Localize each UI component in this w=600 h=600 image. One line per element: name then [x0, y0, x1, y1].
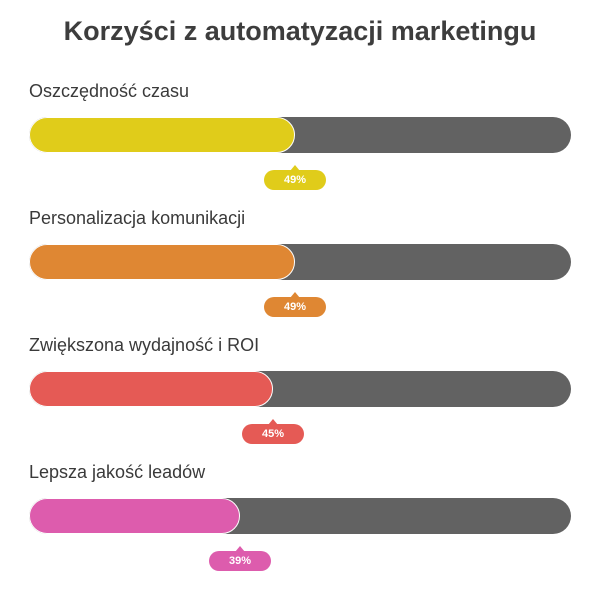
- bar-fill: [29, 117, 295, 153]
- metric-row: Zwiększona wydajność i ROI 45%: [0, 334, 600, 462]
- bar-fill: [29, 498, 240, 534]
- bar-track: [29, 244, 571, 280]
- metric-label: Zwiększona wydajność i ROI: [29, 335, 260, 355]
- bar-fill: [29, 244, 295, 280]
- metric-label: Personalizacja komunikacji: [29, 208, 246, 228]
- metric-row: Oszczędność czasu 49%: [0, 80, 600, 208]
- bar-track: [29, 371, 571, 407]
- bar-track: [29, 117, 571, 153]
- metric-label: Lepsza jakość leadów: [29, 462, 206, 482]
- metric-row: Lepsza jakość leadów 39%: [0, 461, 600, 589]
- value-badge: 45%: [242, 419, 304, 444]
- bar-fill: [29, 371, 273, 407]
- chart-title: Korzyści z automatyzacji marketingu: [63, 16, 537, 46]
- value-badge: 49%: [264, 292, 326, 317]
- metric-label: Oszczędność czasu: [29, 81, 190, 101]
- value-badge: 49%: [264, 165, 326, 190]
- bar-track: [29, 498, 571, 534]
- value-badge: 39%: [209, 546, 271, 571]
- metric-row: Personalizacja komunikacji 49%: [0, 207, 600, 335]
